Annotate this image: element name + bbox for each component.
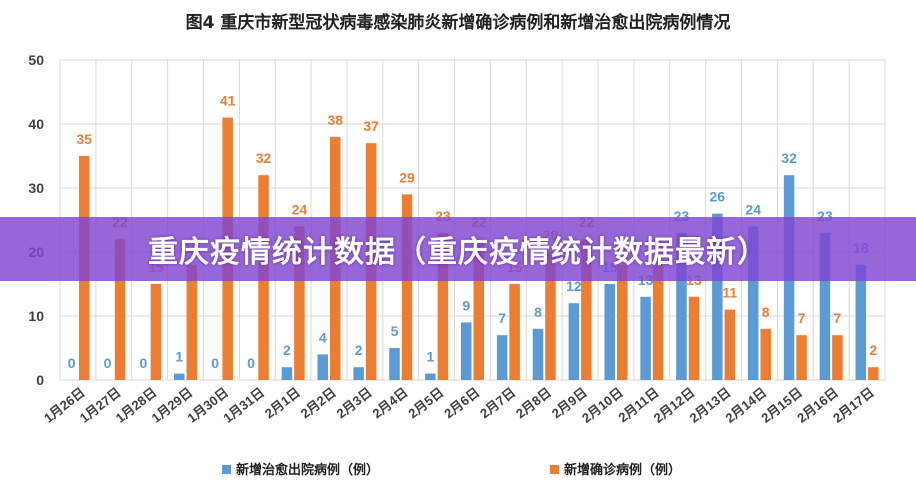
bar-confirmed <box>294 226 305 380</box>
bar-recovered <box>640 296 651 380</box>
bar-confirmed <box>688 296 700 380</box>
data-label-confirmed: 2 <box>869 342 877 358</box>
data-label-confirmed: 7 <box>798 310 806 326</box>
x-tick-label: 2月4日 <box>369 385 410 422</box>
y-tick-label: 50 <box>28 52 44 68</box>
y-tick-label: 10 <box>28 308 44 324</box>
x-tick-label: 2月10日 <box>579 385 626 426</box>
bar-confirmed <box>186 264 198 380</box>
bar-confirmed <box>868 367 879 380</box>
data-label-recovered: 0 <box>68 355 76 371</box>
data-label-recovered: 8 <box>534 304 542 320</box>
bar-confirmed <box>114 239 126 380</box>
data-label-recovered: 4 <box>319 329 327 345</box>
x-tick-label: 2月3日 <box>334 385 375 422</box>
bar-confirmed <box>796 335 807 380</box>
bar-confirmed <box>760 328 771 380</box>
data-label-confirmed: 32 <box>256 150 272 166</box>
data-label-confirmed: 24 <box>292 201 308 217</box>
data-label-recovered: 7 <box>498 310 506 326</box>
x-tick-label: 2月5日 <box>405 385 446 422</box>
bar-recovered <box>604 284 615 380</box>
bar-recovered <box>281 367 293 380</box>
x-tick-label: 2月6日 <box>441 385 482 422</box>
data-label-recovered: 5 <box>391 323 399 339</box>
bar-confirmed <box>401 194 413 380</box>
bar-recovered <box>819 232 831 380</box>
data-label-recovered: 1 <box>426 349 434 365</box>
legend-label-recovered: 新增治愈出院病例（例） <box>236 462 379 477</box>
banner-text: 重庆疫情统计数据（重庆疫情统计数据最新） <box>148 235 768 270</box>
bar-recovered <box>676 232 687 380</box>
data-label-recovered: 32 <box>781 150 797 166</box>
data-label-recovered: 2 <box>283 342 291 358</box>
bar-confirmed <box>581 239 592 380</box>
data-label-recovered: 12 <box>566 278 582 294</box>
x-tick-label: 2月2日 <box>298 385 339 422</box>
bar-confirmed <box>724 309 736 380</box>
bar-recovered <box>461 322 472 380</box>
data-label-confirmed: 11 <box>722 285 737 301</box>
bar-recovered <box>389 348 400 380</box>
data-label-recovered: 26 <box>710 189 726 205</box>
data-label-recovered: 0 <box>140 355 148 371</box>
y-tick-label: 30 <box>28 180 44 196</box>
bar-confirmed <box>832 335 843 380</box>
data-label-recovered: 0 <box>247 355 255 371</box>
data-label-recovered: 0 <box>211 355 219 371</box>
y-tick-label: 0 <box>36 372 44 388</box>
data-label-recovered: 1 <box>175 349 183 365</box>
bar-recovered <box>747 226 759 380</box>
data-label-confirmed: 8 <box>762 304 770 320</box>
legend-swatch-confirmed <box>550 465 559 474</box>
chart-title: 图4 重庆市新型冠状病毒感染肺炎新增确诊病例和新增治愈出院病例情况 <box>186 12 731 33</box>
bar-recovered <box>855 264 867 380</box>
data-label-recovered: 2 <box>355 342 363 358</box>
bar-confirmed <box>652 264 664 380</box>
data-label-recovered: 0 <box>104 355 112 371</box>
bar-confirmed <box>437 232 449 380</box>
bar-recovered <box>353 367 364 380</box>
legend-label-confirmed: 新增确诊病例（例） <box>564 462 681 477</box>
bar-recovered <box>496 335 508 380</box>
data-label-recovered: 9 <box>462 297 470 313</box>
data-label-confirmed: 35 <box>76 131 92 147</box>
overlay-banner: 重庆疫情统计数据（重庆疫情统计数据最新） <box>0 217 916 281</box>
bar-recovered <box>532 328 544 380</box>
legend-swatch-recovered <box>222 465 231 474</box>
bar-confirmed <box>473 239 484 380</box>
data-label-recovered: 24 <box>745 201 761 217</box>
legend: 新增治愈出院病例（例） 新增确诊病例（例） <box>222 462 681 477</box>
bar-recovered <box>317 354 329 380</box>
x-tick-label: 2月7日 <box>477 385 518 422</box>
data-label-confirmed: 7 <box>834 310 842 326</box>
bar-recovered <box>712 213 723 380</box>
bar-recovered <box>568 303 580 380</box>
x-tick-label: 2月17日 <box>830 385 877 426</box>
bar-confirmed <box>150 284 162 380</box>
data-label-confirmed: 38 <box>327 112 343 128</box>
data-label-confirmed: 41 <box>220 93 236 109</box>
x-tick-label: 1月31日 <box>220 385 267 426</box>
bar-confirmed <box>545 252 556 380</box>
bar-recovered <box>425 373 436 380</box>
x-tick-label: 2月8日 <box>513 385 554 422</box>
bar-recovered <box>174 373 185 380</box>
bar-confirmed <box>616 264 628 380</box>
data-label-confirmed: 37 <box>363 118 379 134</box>
data-label-confirmed: 29 <box>399 169 415 185</box>
x-tick-label: 2月1日 <box>262 385 303 422</box>
bar-confirmed <box>509 284 520 380</box>
y-tick-label: 40 <box>28 116 44 132</box>
